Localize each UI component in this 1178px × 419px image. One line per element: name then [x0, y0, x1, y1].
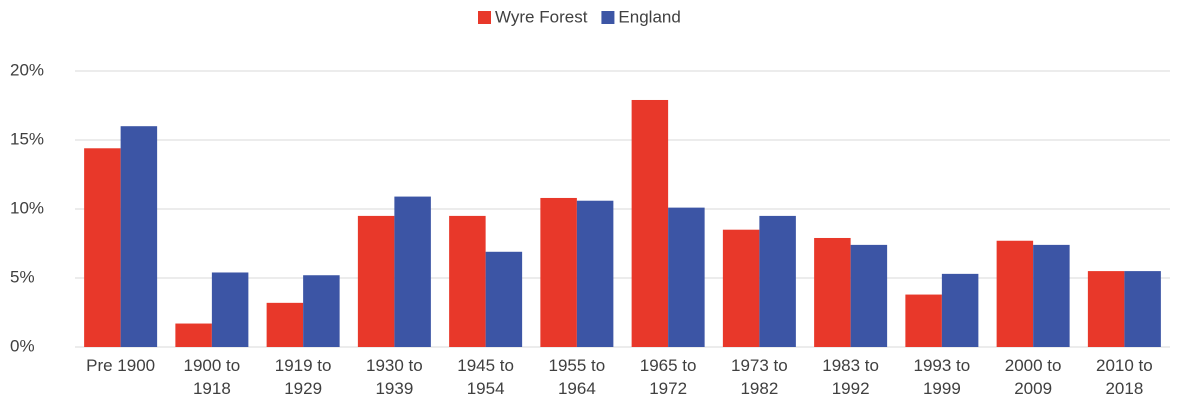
bar [996, 240, 1034, 347]
bar [211, 272, 249, 347]
legend-label: Wyre Forest [495, 7, 588, 26]
x-tick-label: 1993 to 1999 [913, 356, 971, 398]
bar [1033, 244, 1070, 347]
bar [357, 215, 395, 347]
x-tick-label: 1965 to 1972 [639, 356, 697, 398]
legend-swatch [601, 11, 615, 24]
x-tick-label: 1919 to 1929 [274, 356, 332, 398]
bar [905, 294, 942, 347]
y-tick-label: 10% [10, 198, 44, 217]
y-tick-label: 15% [10, 129, 44, 148]
bar [850, 244, 888, 347]
y-tick-label: 5% [10, 267, 35, 286]
bar [303, 275, 340, 347]
bar [1124, 271, 1161, 347]
bar [120, 126, 158, 347]
bar [540, 197, 577, 347]
bar [266, 302, 304, 347]
bar [814, 237, 851, 347]
x-tick-label: 1945 to 1954 [457, 356, 514, 398]
x-tick-label: 1930 to 1939 [366, 356, 423, 398]
bar [394, 196, 431, 347]
bar [1087, 271, 1125, 347]
x-tick-label: 2000 to 2009 [1004, 356, 1062, 398]
bar [175, 323, 212, 347]
x-tick-label: 1955 to 1964 [548, 356, 606, 398]
y-tick-label: 20% [10, 60, 44, 79]
x-tick-label: 1973 to 1982 [731, 356, 788, 398]
x-tick-label: 1900 to 1918 [183, 356, 241, 398]
legend-label: England [618, 7, 680, 26]
bar [449, 215, 486, 347]
legend-swatch [478, 11, 491, 24]
x-tick-label: 1983 to 1992 [822, 356, 879, 398]
bar [941, 273, 979, 347]
bar [631, 99, 669, 347]
bar [576, 200, 614, 347]
y-tick-label: 0% [10, 336, 35, 355]
bar [485, 251, 523, 347]
bar [722, 229, 760, 347]
x-tick-label: Pre 1900 [86, 356, 156, 375]
x-tick-label: 2010 to 2018 [1096, 356, 1153, 398]
bar [84, 148, 121, 347]
bar [759, 215, 796, 347]
bar [668, 207, 705, 347]
